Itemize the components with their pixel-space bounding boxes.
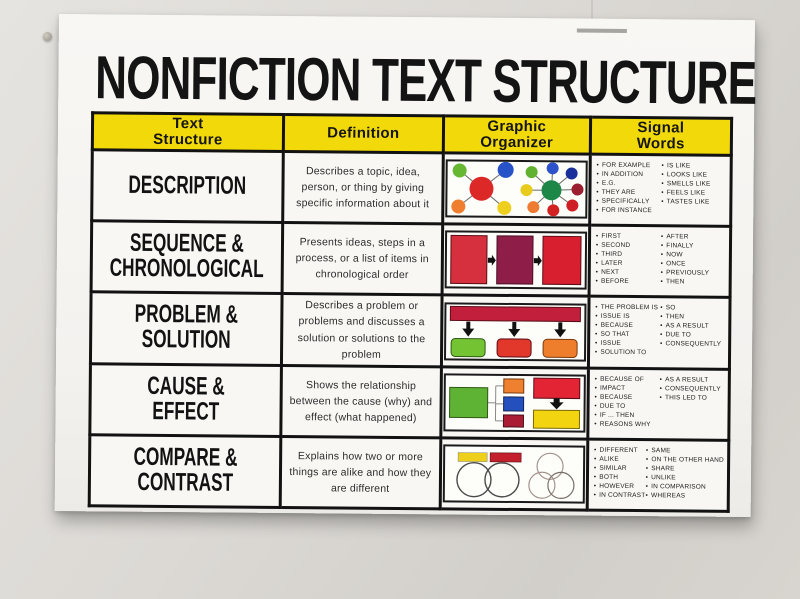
structure-label: DESCRIPTION: [91, 149, 284, 223]
structure-label: COMPARE & CONTRAST: [89, 434, 281, 508]
definition-text: Explains how two or more things are alik…: [280, 436, 441, 509]
poster-title-text: NONFICTION TEXT STRUCTURE: [94, 44, 757, 118]
wall-seam: [591, 0, 593, 34]
pushpin-top-left: [43, 32, 52, 41]
signal-word: • DIFFERENT: [594, 446, 638, 455]
signal-word: • REASONS WHY: [594, 420, 651, 429]
poster: NONFICTION TEXT STRUCTURE Text Structure…: [54, 14, 757, 518]
signal-word: • BOTH: [593, 473, 619, 481]
organizer-cell: [440, 437, 588, 511]
signal-words-columns: • FOR EXAMPLE • IN ADDITION • E.G. • THEY ARE • S…: [591, 156, 730, 216]
header-row: Text Structure Definition Graphic Organi…: [92, 112, 732, 156]
structure-label-text: DESCRIPTION: [128, 171, 247, 200]
signal-words-list: • FIRST • SECOND • THIRD • LATER • NEXT • BEFORE: [595, 232, 660, 287]
credit-text: [576, 28, 627, 33]
organizer-cell: [441, 294, 589, 369]
organizer-cell: [442, 152, 591, 226]
signal-words-list: • DIFFERENT • ALIKE • SIMILAR • BOTH • HOWEVER • IN…: [594, 446, 646, 500]
signal-word: • THIS LED TO: [659, 394, 708, 402]
definition-text: Shows the relationship between the cause…: [280, 365, 442, 438]
signal-word: • IN CONTRAST: [593, 491, 646, 500]
definition-text: Presents ideas, steps in a process, or a…: [281, 222, 443, 295]
problem-solution-diagram: [449, 305, 581, 358]
signal-words-columns: • THE PROBLEM IS • ISSUE IS • BECAUSE • SO THAT…: [590, 298, 729, 358]
definition-text: Describes a topic, idea, person, or thin…: [282, 151, 444, 224]
signal-words-cell: • THE PROBLEM IS • ISSUE IS • BECAUSE • SO THAT…: [588, 296, 730, 370]
signal-word: • TASTES LIKE: [661, 198, 710, 206]
signal-words-list: • THE PROBLEM IS • ISSUE IS • BECAUSE • SO THAT…: [595, 303, 660, 358]
structure-label: CAUSE & EFFECT: [89, 363, 282, 437]
signal-words-list: • SO • THEN • AS A RESULT • DUE TO • CONSEQUENTLY: [660, 303, 725, 358]
signal-word: • SIMILAR: [593, 464, 627, 473]
table-row-sequence: SEQUENCE & CHRONOLOGICAL Presents ideas,…: [91, 220, 731, 298]
structure-label: SEQUENCE & CHRONOLOGICAL: [91, 220, 283, 294]
signal-words-columns: • FIRST • SECOND • THIRD • LATER • NEXT • BEFORE • A…: [590, 227, 729, 287]
venn-diagram: [456, 452, 575, 500]
column-header-graphic-organizer: Graphic Organizer: [443, 115, 591, 155]
signal-words-cell: • FIRST • SECOND • THIRD • LATER • NEXT • BEFORE • A…: [588, 225, 731, 298]
structure-label-text: CAUSE & EFFECT: [146, 372, 225, 427]
organizer-card: [442, 444, 586, 504]
signal-words-list: • BECAUSE OF • IMPACT • BECAUSE • DUE TO • IF ...…: [594, 375, 659, 430]
signal-words-list: • FOR EXAMPLE • IN ADDITION • E.G. • THEY ARE • S…: [596, 161, 661, 216]
signal-words-columns: • BECAUSE OF • IMPACT • BECAUSE • DUE TO • IF ...…: [589, 370, 728, 430]
signal-word: • THEN: [660, 278, 685, 286]
column-header-definition: Definition: [283, 114, 444, 153]
signal-word: • FOR INSTANCE: [596, 206, 652, 215]
signal-word: • WHEREAS: [645, 492, 686, 500]
organizer-cell: [441, 223, 590, 297]
organizer-card: [443, 373, 586, 433]
table-row-description: DESCRIPTION Describes a topic, idea, per…: [91, 149, 732, 227]
signal-words-cell: • DIFFERENT • ALIKE • SIMILAR • BOTH • HOWEVER • IN…: [587, 439, 729, 512]
organizer-card: [443, 301, 587, 362]
signal-words-columns: • DIFFERENT • ALIKE • SIMILAR • BOTH • HOWEVER • IN…: [589, 441, 728, 501]
signal-words-list: • AFTER • FINALLY • NOW • ONCE • PREVIOUSLY • THEN: [660, 232, 725, 287]
signal-words-list: • SAME • ON THE OTHER HAND • SHARE • UNLIKE • IN …: [645, 446, 724, 501]
signal-word: • SOLUTION TO: [594, 348, 647, 357]
poster-title: NONFICTION TEXT STRUCTURE: [58, 45, 757, 118]
definition-text: Describes a problem or problems and disc…: [281, 293, 442, 367]
organizer-card: [444, 230, 587, 290]
structure-label-text: SEQUENCE & CHRONOLOGICAL: [109, 228, 264, 284]
signal-word: • CONSEQUENTLY: [659, 340, 722, 348]
signal-word: • HOWEVER: [593, 482, 635, 491]
organizer-cell: [440, 366, 589, 440]
structure-label-text: PROBLEM & SOLUTION: [134, 300, 239, 355]
signal-words-cell: • FOR EXAMPLE • IN ADDITION • E.G. • THEY ARE • S…: [589, 154, 732, 227]
column-header-text-structure: Text Structure: [92, 112, 284, 152]
signal-words-list: • IS LIKE • LOOKS LIKE • SMELLS LIKE • FEELS LI…: [661, 161, 726, 216]
bubble-web-diagram: [451, 161, 584, 217]
structure-table: Text Structure Definition Graphic Organi…: [88, 111, 733, 513]
structure-label-text: COMPARE & CONTRAST: [132, 443, 238, 498]
sequence-flow-diagram: [449, 234, 582, 286]
cause-effect-diagram: [448, 377, 581, 430]
signal-word: • ALIKE: [593, 455, 619, 463]
signal-words-cell: • BECAUSE OF • IMPACT • BECAUSE • DUE TO • IF ...…: [587, 368, 730, 441]
signal-words-list: • AS A RESULT • CONSEQUENTLY • THIS LED TO: [659, 375, 724, 430]
table-row-problem-solution: PROBLEM & SOLUTION Describes a problem o…: [90, 291, 730, 370]
table-row-compare-contrast: COMPARE & CONTRAST Explains how two or m…: [89, 434, 729, 512]
signal-word: • BEFORE: [595, 277, 629, 285]
organizer-card: [445, 159, 588, 219]
column-header-signal-words: Signal Words: [590, 117, 732, 156]
table-row-cause-effect: CAUSE & EFFECT Shows the relationship be…: [89, 363, 730, 441]
structure-label: PROBLEM & SOLUTION: [90, 291, 282, 366]
